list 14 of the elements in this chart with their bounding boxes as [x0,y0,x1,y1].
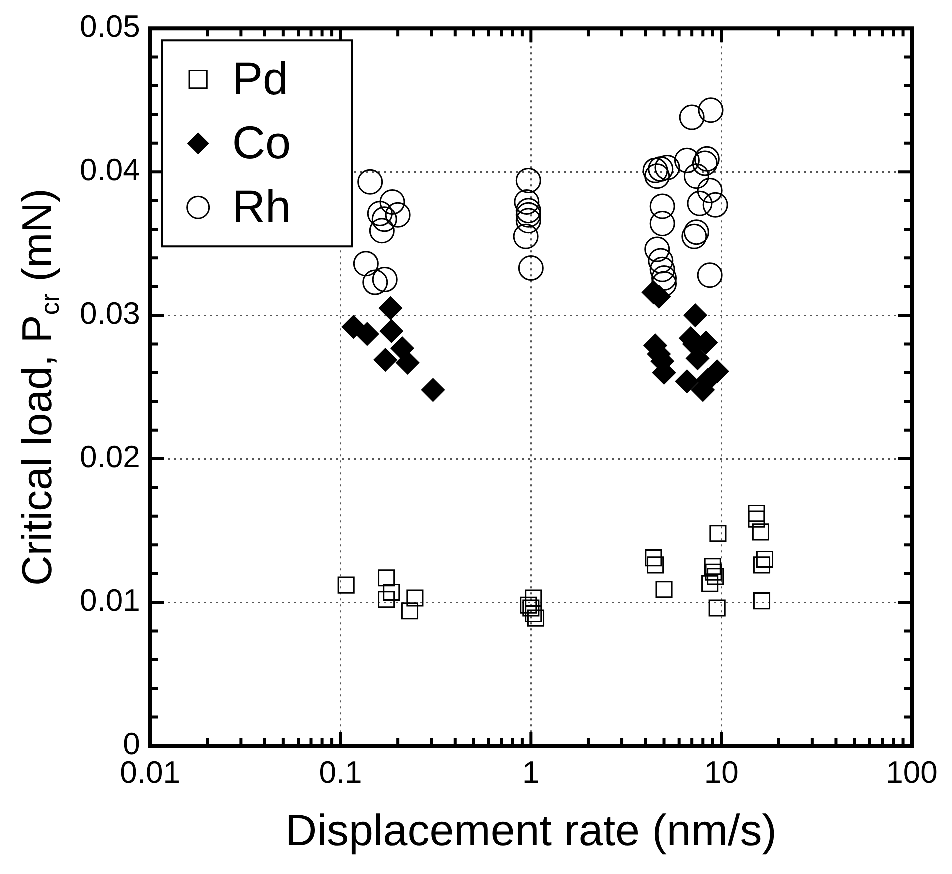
x-tick-label: 0.1 [319,755,362,790]
y-tick-label: 0.03 [80,296,140,332]
x-tick-label: 1 [522,755,540,790]
x-tick-label: 10 [704,755,739,790]
legend-label: Pd [232,52,289,104]
y-tick-label: 0.02 [80,440,140,475]
x-tick-label: 100 [886,755,938,790]
y-tick-label: 0.05 [80,9,140,44]
legend-label: Co [232,116,292,168]
legend-label: Rh [232,180,292,232]
x-axis-title: Displacement rate (nm/s) [285,806,777,856]
y-axis-title: Critical load, Pcr (mN) [14,188,66,586]
y-tick-label: 0.01 [80,583,140,618]
y-tick-label: 0.04 [80,152,140,188]
